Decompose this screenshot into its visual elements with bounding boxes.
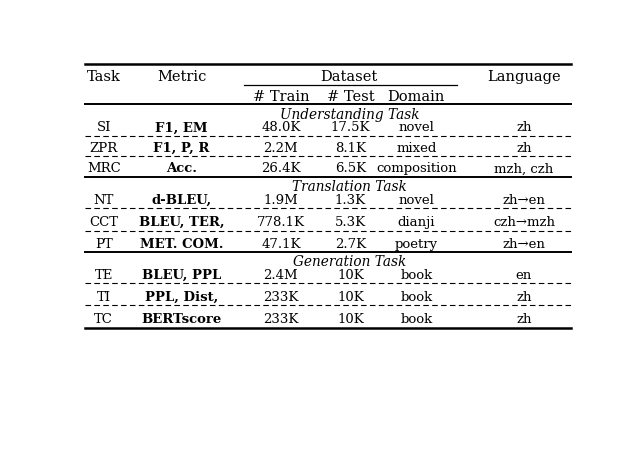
Text: mzh, czh: mzh, czh <box>494 162 554 175</box>
Text: ZPR: ZPR <box>90 141 118 155</box>
Text: # Test: # Test <box>326 90 374 104</box>
Text: Metric: Metric <box>157 70 206 84</box>
Text: BLEU, TER,: BLEU, TER, <box>139 215 225 229</box>
Text: 48.0K: 48.0K <box>261 121 301 134</box>
Text: czh→mzh: czh→mzh <box>493 215 555 229</box>
Text: novel: novel <box>398 193 434 206</box>
Text: CCT: CCT <box>90 215 118 229</box>
Text: TI: TI <box>97 291 111 303</box>
Text: en: en <box>516 269 532 281</box>
Text: zh: zh <box>516 291 532 303</box>
Text: 233K: 233K <box>263 291 299 303</box>
Text: zh: zh <box>516 312 532 325</box>
Text: 10K: 10K <box>337 269 364 281</box>
Text: dianji: dianji <box>397 215 435 229</box>
Text: Domain: Domain <box>388 90 445 104</box>
Text: book: book <box>400 291 433 303</box>
Text: mixed: mixed <box>396 141 436 155</box>
Text: 5.3K: 5.3K <box>335 215 366 229</box>
Text: 233K: 233K <box>263 312 299 325</box>
Text: TE: TE <box>95 269 113 281</box>
Text: # Train: # Train <box>253 90 309 104</box>
Text: 10K: 10K <box>337 291 364 303</box>
Text: 8.1K: 8.1K <box>335 141 366 155</box>
Text: Dataset: Dataset <box>321 70 378 84</box>
Text: BLEU, PPL: BLEU, PPL <box>142 269 221 281</box>
Text: d-BLEU,: d-BLEU, <box>152 193 212 206</box>
Text: 778.1K: 778.1K <box>257 215 305 229</box>
Text: book: book <box>400 269 433 281</box>
Text: 2.2M: 2.2M <box>264 141 298 155</box>
Text: PT: PT <box>95 237 113 250</box>
Text: Generation Task: Generation Task <box>292 255 406 269</box>
Text: F1, P, R: F1, P, R <box>154 141 210 155</box>
Text: 26.4K: 26.4K <box>261 162 301 175</box>
Text: MRC: MRC <box>87 162 121 175</box>
Text: Task: Task <box>87 70 121 84</box>
Text: composition: composition <box>376 162 456 175</box>
Text: Understanding Task: Understanding Task <box>280 107 419 122</box>
Text: book: book <box>400 312 433 325</box>
Text: 1.9M: 1.9M <box>264 193 298 206</box>
Text: MET. COM.: MET. COM. <box>140 237 223 250</box>
Text: Language: Language <box>487 70 561 84</box>
Text: 6.5K: 6.5K <box>335 162 366 175</box>
Text: NT: NT <box>93 193 114 206</box>
Text: PPL, Dist,: PPL, Dist, <box>145 291 218 303</box>
Text: Acc.: Acc. <box>166 162 197 175</box>
Text: 10K: 10K <box>337 312 364 325</box>
Text: TC: TC <box>94 312 113 325</box>
Text: 17.5K: 17.5K <box>331 121 370 134</box>
Text: 47.1K: 47.1K <box>261 237 301 250</box>
Text: 2.4M: 2.4M <box>264 269 298 281</box>
Text: zh: zh <box>516 141 532 155</box>
Text: zh→en: zh→en <box>502 237 545 250</box>
Text: poetry: poetry <box>395 237 438 250</box>
Text: 1.3K: 1.3K <box>335 193 366 206</box>
Text: novel: novel <box>398 121 434 134</box>
Text: SI: SI <box>97 121 111 134</box>
Text: zh: zh <box>516 121 532 134</box>
Text: zh→en: zh→en <box>502 193 545 206</box>
Text: F1, EM: F1, EM <box>156 121 208 134</box>
Text: 2.7K: 2.7K <box>335 237 366 250</box>
Text: Translation Task: Translation Task <box>292 179 406 194</box>
Text: BERTscore: BERTscore <box>141 312 222 325</box>
